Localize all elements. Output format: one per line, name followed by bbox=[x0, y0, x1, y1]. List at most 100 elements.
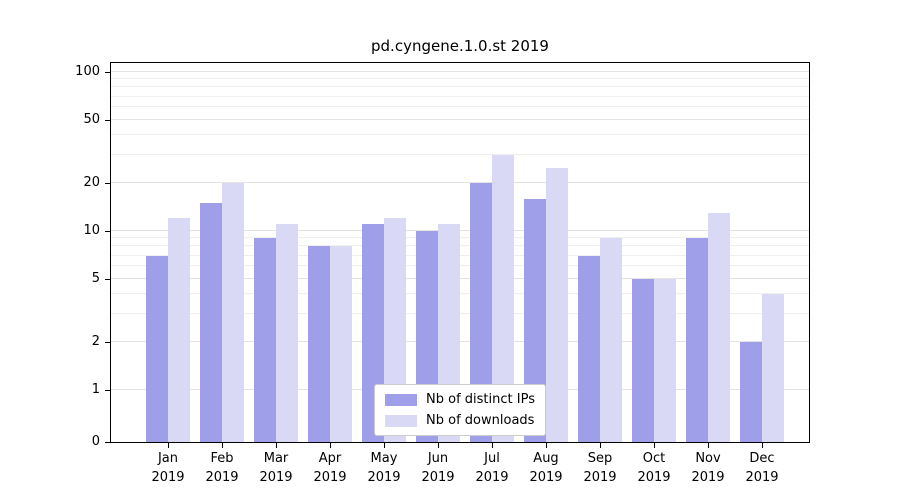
major-gridline-20 bbox=[111, 182, 809, 183]
legend-label-distinct-ips: Nb of distinct IPs bbox=[426, 392, 535, 407]
xtick-label-oct: Oct 2019 bbox=[624, 450, 684, 488]
ytick-mark-50 bbox=[105, 120, 110, 121]
ytick-mark-5 bbox=[105, 279, 110, 280]
xtick-mark-dec bbox=[762, 443, 763, 448]
minor-gridline-80 bbox=[111, 86, 809, 87]
bar-distinct-ips-aug bbox=[524, 199, 546, 442]
bar-downloads-nov bbox=[708, 213, 730, 442]
chart-title: pd.cyngene.1.0.st 2019 bbox=[371, 37, 549, 55]
minor-gridline-90 bbox=[111, 78, 809, 79]
major-gridline-10 bbox=[111, 230, 809, 231]
xtick-month-nov: Nov bbox=[695, 451, 721, 466]
bar-downloads-jan bbox=[168, 218, 190, 442]
xtick-month-sep: Sep bbox=[587, 451, 613, 466]
xtick-year-mar: 2019 bbox=[259, 469, 293, 485]
major-gridline-2 bbox=[111, 341, 809, 342]
bar-downloads-dec bbox=[762, 294, 784, 442]
legend-swatch-distinct-ips bbox=[385, 393, 418, 406]
xtick-month-may: May bbox=[370, 451, 398, 466]
ytick-label-2: 2 bbox=[91, 334, 100, 349]
xtick-mark-mar bbox=[276, 443, 277, 448]
xtick-mark-sep bbox=[600, 443, 601, 448]
bar-downloads-jul bbox=[492, 155, 514, 442]
bar-distinct-ips-dec bbox=[740, 342, 762, 442]
xtick-year-dec: 2019 bbox=[745, 469, 779, 485]
bar-downloads-sep bbox=[600, 238, 622, 442]
minor-gridline-8 bbox=[111, 245, 809, 246]
bar-distinct-ips-nov bbox=[686, 238, 708, 442]
xtick-mark-feb bbox=[222, 443, 223, 448]
xtick-year-feb: 2019 bbox=[205, 469, 239, 485]
major-gridline-100 bbox=[111, 71, 809, 72]
legend-swatch-downloads bbox=[385, 414, 418, 427]
bar-distinct-ips-jan bbox=[146, 256, 168, 442]
xtick-year-oct: 2019 bbox=[637, 469, 671, 485]
xtick-year-apr: 2019 bbox=[313, 469, 347, 485]
xtick-label-feb: Feb 2019 bbox=[192, 450, 252, 488]
ytick-mark-100 bbox=[105, 72, 110, 73]
bar-distinct-ips-feb bbox=[200, 203, 222, 442]
minor-gridline-60 bbox=[111, 106, 809, 107]
bar-downloads-feb bbox=[222, 183, 244, 442]
xtick-month-aug: Aug bbox=[533, 451, 559, 466]
ytick-label-1: 1 bbox=[91, 382, 100, 397]
xtick-label-jun: Jun 2019 bbox=[408, 450, 468, 488]
xtick-year-aug: 2019 bbox=[529, 469, 563, 485]
legend-item-distinct-ips: Nb of distinct IPs bbox=[385, 392, 535, 407]
xtick-year-nov: 2019 bbox=[691, 469, 725, 485]
xtick-month-feb: Feb bbox=[210, 451, 234, 466]
minor-gridline-3 bbox=[111, 313, 809, 314]
bar-distinct-ips-mar bbox=[254, 238, 276, 442]
bar-downloads-apr bbox=[330, 246, 352, 442]
ytick-label-10: 10 bbox=[83, 223, 100, 238]
legend: Nb of distinct IPs Nb of downloads bbox=[374, 384, 546, 436]
legend-item-downloads: Nb of downloads bbox=[385, 413, 535, 428]
minor-gridline-30 bbox=[111, 154, 809, 155]
ytick-mark-2 bbox=[105, 342, 110, 343]
ytick-label-5: 5 bbox=[91, 271, 100, 286]
minor-gridline-4 bbox=[111, 293, 809, 294]
xtick-label-jan: Jan 2019 bbox=[138, 450, 198, 488]
bar-distinct-ips-jul bbox=[470, 183, 492, 442]
minor-gridline-40 bbox=[111, 134, 809, 135]
minor-gridline-9 bbox=[111, 237, 809, 238]
bar-downloads-oct bbox=[654, 279, 676, 442]
minor-gridline-7 bbox=[111, 255, 809, 256]
xtick-label-dec: Dec 2019 bbox=[732, 450, 792, 488]
bar-distinct-ips-oct bbox=[632, 279, 654, 442]
xtick-mark-oct bbox=[654, 443, 655, 448]
ytick-mark-10 bbox=[105, 231, 110, 232]
xtick-month-mar: Mar bbox=[263, 451, 289, 466]
xtick-month-jun: Jun bbox=[427, 451, 449, 466]
xtick-month-dec: Dec bbox=[749, 451, 775, 466]
xtick-year-may: 2019 bbox=[367, 469, 401, 485]
ytick-mark-0 bbox=[105, 442, 110, 443]
ytick-mark-1 bbox=[105, 390, 110, 391]
ytick-label-20: 20 bbox=[83, 175, 100, 190]
xtick-label-aug: Aug 2019 bbox=[516, 450, 576, 488]
xtick-year-jul: 2019 bbox=[475, 469, 509, 485]
xtick-label-apr: Apr 2019 bbox=[300, 450, 360, 488]
minor-gridline-70 bbox=[111, 96, 809, 97]
ytick-label-100: 100 bbox=[75, 64, 100, 79]
ytick-mark-20 bbox=[105, 183, 110, 184]
ytick-label-50: 50 bbox=[83, 112, 100, 127]
xtick-mark-jan bbox=[168, 443, 169, 448]
xtick-label-nov: Nov 2019 bbox=[678, 450, 738, 488]
bar-downloads-mar bbox=[276, 224, 298, 442]
xtick-mark-nov bbox=[708, 443, 709, 448]
xtick-label-may: May 2019 bbox=[354, 450, 414, 488]
major-gridline-50 bbox=[111, 119, 809, 120]
bar-distinct-ips-apr bbox=[308, 246, 330, 442]
legend-label-downloads: Nb of downloads bbox=[426, 413, 535, 428]
xtick-mark-may bbox=[384, 443, 385, 448]
xtick-mark-jul bbox=[492, 443, 493, 448]
bar-downloads-aug bbox=[546, 168, 568, 442]
minor-gridline-6 bbox=[111, 265, 809, 266]
xtick-year-jun: 2019 bbox=[421, 469, 455, 485]
major-gridline-5 bbox=[111, 278, 809, 279]
xtick-mark-jun bbox=[438, 443, 439, 448]
bar-distinct-ips-sep bbox=[578, 256, 600, 442]
xtick-month-apr: Apr bbox=[318, 451, 342, 466]
